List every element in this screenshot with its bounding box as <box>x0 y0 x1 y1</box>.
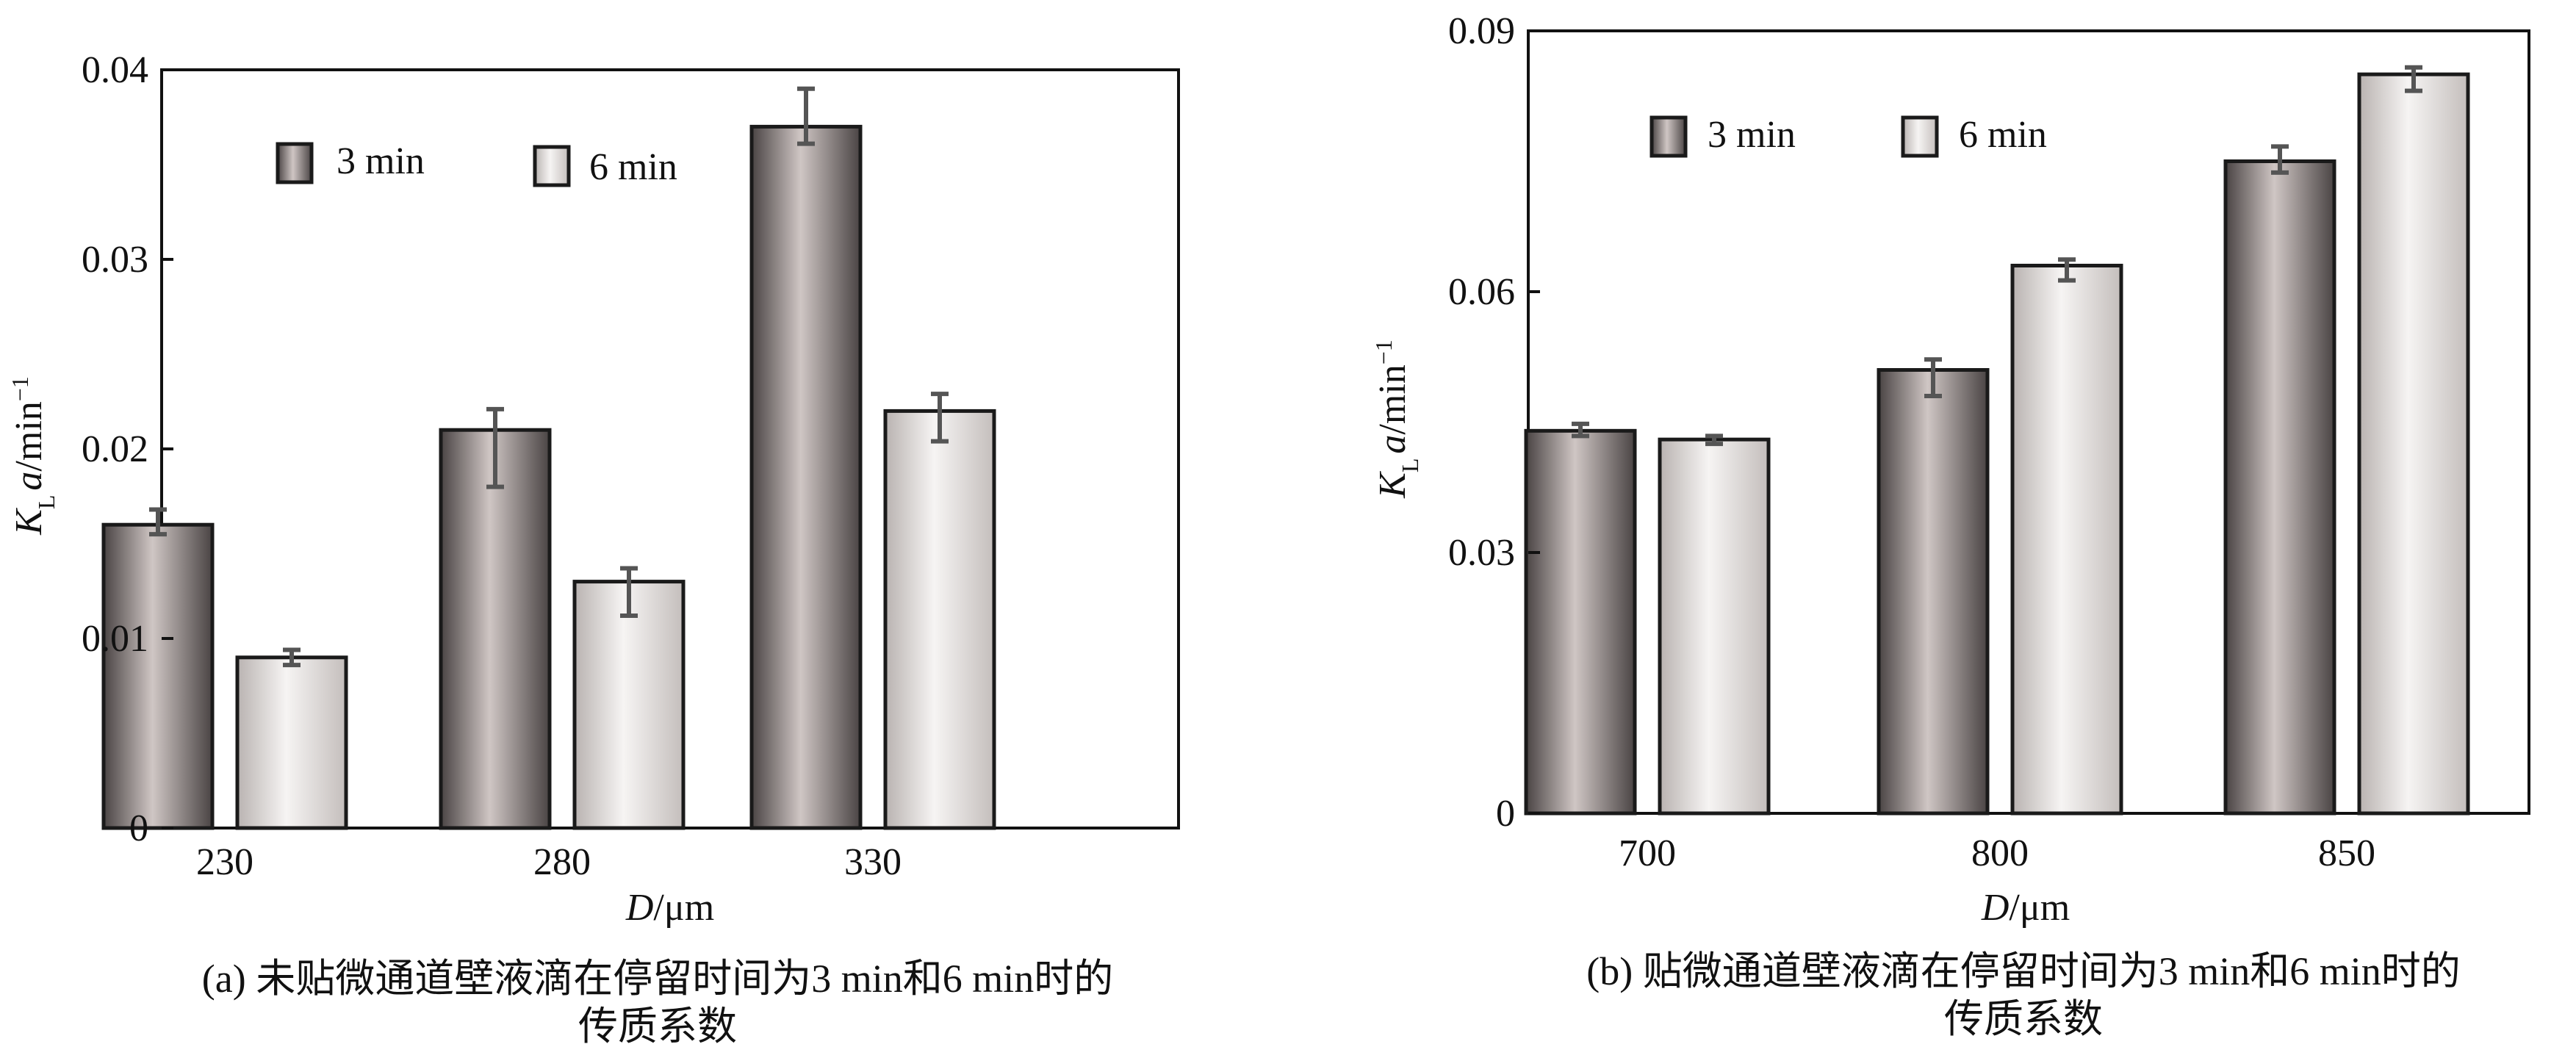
bar-3min-700 <box>1524 428 1637 816</box>
y-label-sub: L <box>33 495 60 510</box>
error-bar-3min-230 <box>149 507 167 537</box>
chart-a-y-ticks: 0 0.01 0.02 0.03 0.04 <box>82 49 173 849</box>
bar-6min-850 <box>2357 72 2470 816</box>
bar-6min-230 <box>235 655 348 830</box>
bar-3min-330 <box>749 124 863 830</box>
bar-6min-330 <box>883 409 996 830</box>
y-label-var2: a <box>1372 435 1414 454</box>
error-bar-3min-330 <box>797 86 815 146</box>
y-label-unit: /min <box>1372 364 1414 434</box>
error-bar-3min-850 <box>2271 144 2289 175</box>
legend-label-3min: 3 min <box>337 140 425 182</box>
y-tick-label: 0.01 <box>82 618 148 660</box>
chart-b-caption-line2: 传质系数 <box>1944 997 2103 1041</box>
legend-swatch-6min <box>1901 115 1939 158</box>
legend-label-6min: 6 min <box>1959 114 2047 156</box>
x-tick-label: 330 <box>844 841 902 883</box>
error-bar-6min-800 <box>2058 257 2076 283</box>
y-label-var2: a <box>8 472 50 491</box>
y-tick-label: 0.02 <box>82 428 148 470</box>
error-bar-6min-700 <box>1705 433 1723 447</box>
chart-a-x-ticks: 230 280 330 <box>196 841 902 883</box>
bar-3min-230 <box>101 522 215 830</box>
chart-b-x-axis-label: D/μm <box>1981 887 2070 929</box>
y-tick-label: 0 <box>129 807 148 849</box>
error-bar-3min-280 <box>486 406 504 489</box>
bar-3min-850 <box>2223 159 2336 816</box>
x-label-unit: /μm <box>2009 887 2070 929</box>
error-bar-6min-280 <box>620 566 638 619</box>
y-label-var: K <box>1372 471 1414 499</box>
chart-a: 00.010.020.030.04 230 280 330 3 min 6 min … <box>7 49 1180 1048</box>
error-bar-3min-800 <box>1924 357 1942 398</box>
y-tick-label: 0 <box>1496 793 1515 835</box>
bar-3min-800 <box>1877 368 1990 816</box>
x-label-unit: /μm <box>653 887 714 929</box>
y-label-sub: L <box>1397 458 1423 473</box>
y-label-unit: /min <box>8 401 50 471</box>
x-tick-label: 850 <box>2318 832 2375 874</box>
chart-a-bars <box>101 86 996 830</box>
y-label-sup: −1 <box>1370 339 1397 364</box>
x-tick-label: 280 <box>533 841 591 883</box>
bar-6min-280 <box>572 580 686 830</box>
error-bar-3min-700 <box>1572 421 1589 439</box>
legend-swatch-6min <box>533 145 571 187</box>
x-label-var: D <box>625 887 654 929</box>
bar-6min-700 <box>1658 437 1771 816</box>
chart-b-y-axis-label: KLa/min−1 <box>1370 339 1423 499</box>
legend-label-3min: 3 min <box>1708 114 1796 156</box>
chart-a-caption-line2: 传质系数 <box>578 1004 737 1048</box>
chart-a-x-axis-label: D/μm <box>625 887 714 929</box>
y-label-sup: −1 <box>7 376 33 401</box>
chart-a-legend: 3 min 6 min <box>276 140 677 188</box>
chart-b-y-ticks: 0 0.03 0.06 0.09 <box>1448 10 1540 835</box>
legend-label-6min: 6 min <box>589 146 677 188</box>
y-tick-label: 0.03 <box>1448 532 1515 574</box>
x-tick-label: 800 <box>1971 832 2029 874</box>
bar-6min-800 <box>2010 264 2123 816</box>
y-tick-label: 0.09 <box>1448 10 1515 52</box>
x-tick-label: 700 <box>1619 832 1676 874</box>
legend-swatch-3min <box>276 142 314 184</box>
y-tick-label: 0.06 <box>1448 271 1515 313</box>
y-tick-label: 0.03 <box>82 239 148 281</box>
chart-a-caption-line1: (a) 未贴微通道壁液滴在停留时间为3 min和6 min时的 <box>202 957 1113 1001</box>
error-bar-6min-850 <box>2405 65 2422 93</box>
chart-b-caption-line1: (b) 贴微通道壁液滴在停留时间为3 min和6 min时的 <box>1586 949 2460 993</box>
x-label-var: D <box>1981 887 2010 929</box>
chart-a-y-axis-label: KLa/min−1 <box>7 376 60 536</box>
legend-swatch-3min <box>1649 115 1688 158</box>
error-bar-6min-230 <box>283 647 301 668</box>
y-label-var: K <box>8 508 50 536</box>
x-tick-label: 230 <box>196 841 253 883</box>
bar-3min-280 <box>439 428 552 830</box>
chart-b-bars <box>1524 65 2470 816</box>
chart-b-legend: 3 min 6 min <box>1649 114 2047 158</box>
chart-b-x-ticks: 700 800 850 <box>1619 832 2375 874</box>
error-bar-6min-330 <box>931 392 949 444</box>
y-tick-label: 0.04 <box>82 49 148 91</box>
chart-b: 00.030.060.09 700 800 850 3 min 6 min KLa/… <box>1370 10 2530 1041</box>
